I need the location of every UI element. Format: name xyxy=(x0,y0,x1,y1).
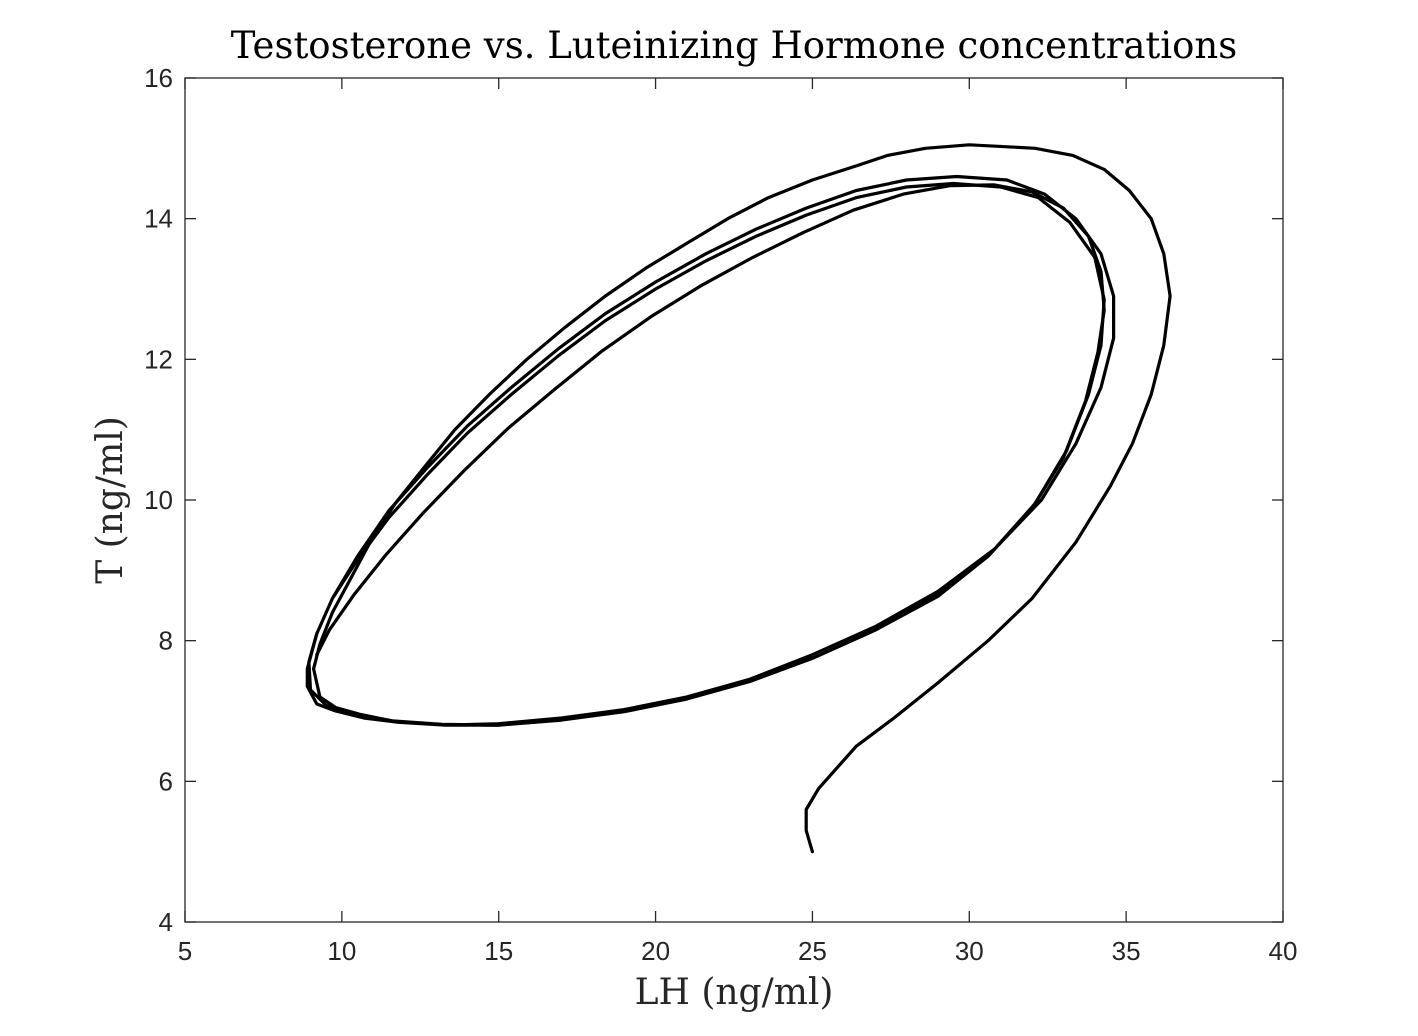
trajectory-line-1 xyxy=(312,143,1172,854)
data-series xyxy=(305,143,1172,854)
chart-title: Testosterone vs. Luteinizing Hormone con… xyxy=(231,24,1237,67)
y-tick-label: 6 xyxy=(159,766,173,796)
x-tick-label: 40 xyxy=(1269,936,1298,966)
y-tick-label: 14 xyxy=(144,204,173,234)
x-tick-label: 30 xyxy=(955,936,984,966)
trajectory-line-3 xyxy=(307,183,1106,727)
y-tick-label: 16 xyxy=(144,63,173,93)
x-axis-ticks: 5 10 15 20 25 30 35 40 xyxy=(178,78,1298,966)
trajectory-line-2 xyxy=(305,174,1116,727)
x-tick-label: 15 xyxy=(484,936,513,966)
x-tick-label: 10 xyxy=(327,936,356,966)
x-tick-label: 35 xyxy=(1112,936,1141,966)
x-tick-label: 5 xyxy=(178,936,192,966)
y-axis-ticks: 4 6 8 10 12 14 16 xyxy=(144,63,1283,937)
y-tick-label: 10 xyxy=(144,485,173,515)
x-tick-label: 25 xyxy=(798,936,827,966)
y-axis-label: T (ng/ml) xyxy=(90,416,131,584)
x-tick-label: 20 xyxy=(641,936,670,966)
y-tick-label: 8 xyxy=(159,626,173,656)
y-tick-label: 12 xyxy=(144,344,173,374)
x-axis-label: LH (ng/ml) xyxy=(635,972,834,1013)
plot-area xyxy=(184,77,1284,923)
y-tick-label: 4 xyxy=(159,907,173,937)
